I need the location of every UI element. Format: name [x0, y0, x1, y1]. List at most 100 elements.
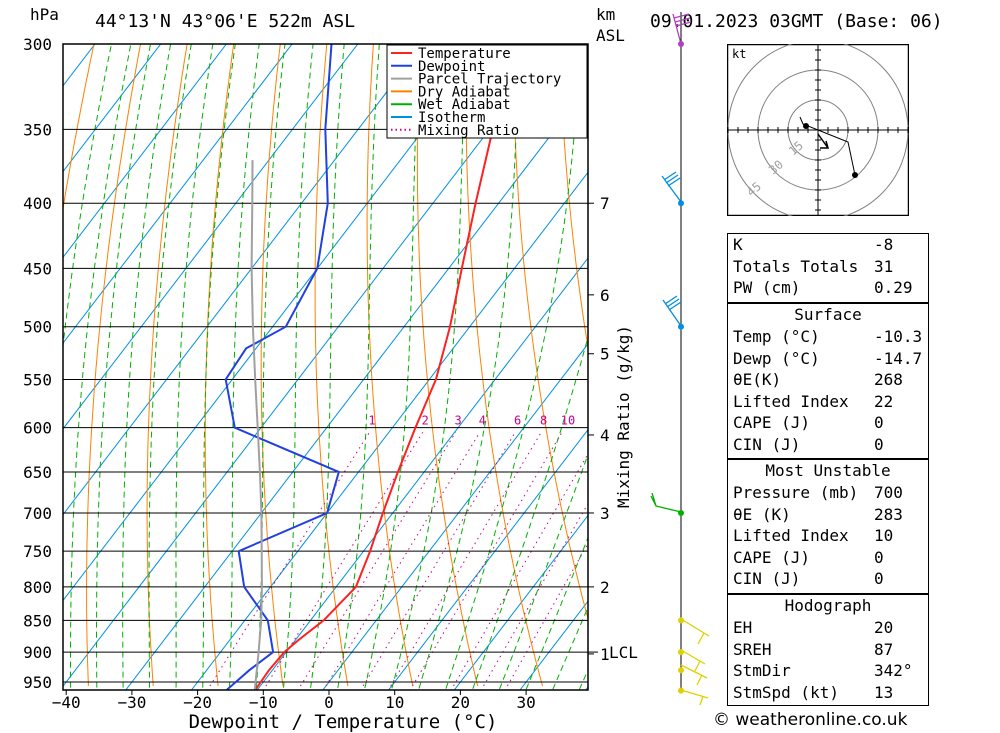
- x-tick-label: 0: [324, 693, 334, 712]
- isotherm-line: [256, 257, 588, 690]
- mixing-ratio-line: [387, 431, 542, 690]
- legend-label: Temperature: [418, 46, 511, 62]
- surface-label: Lifted Index: [733, 391, 849, 411]
- most-unstable-row: Pressure (mb) 700: [728, 482, 928, 504]
- pressure-tick-label: 800: [23, 578, 52, 597]
- wet-adiabat-line: [525, 536, 588, 690]
- wet-adiabat-line: [498, 453, 588, 690]
- mixing-ratio-line: [262, 431, 424, 690]
- x-tick-label: −30: [117, 693, 146, 712]
- mixing-ratio-line: [206, 431, 370, 690]
- series-temperature: [253, 44, 533, 690]
- hodograph-trace: [799, 116, 856, 176]
- wet-adiabat-line: [390, 44, 467, 690]
- wind-level-dot: [678, 649, 684, 656]
- pressure-tick-label: 700: [23, 504, 52, 523]
- pressure-tick-label: 950: [23, 673, 52, 692]
- legend-label: Parcel Trajectory: [418, 72, 561, 88]
- mixing-ratio-label: 10: [561, 414, 575, 428]
- isotherm-line: [388, 428, 588, 690]
- wind-barb: [662, 295, 682, 327]
- wet-adiabat-line: [363, 44, 420, 690]
- hodograph-index-value: 342°: [874, 661, 913, 681]
- wind-barb: [661, 171, 682, 203]
- hodograph-index-label: StmDir: [733, 661, 791, 681]
- isotherm-line: [63, 44, 227, 259]
- hodograph-index-row: EH 20: [728, 617, 928, 639]
- wind-level-dot: [678, 687, 684, 694]
- isotherm-line: [63, 44, 359, 430]
- surface-row: CIN (J) 0: [728, 434, 928, 456]
- wet-adiabat-line: [63, 44, 113, 351]
- index-value: -8: [874, 235, 894, 254]
- x-tick-label: 10: [385, 693, 404, 712]
- x-axis-title: Dewpoint / Temperature (°C): [189, 711, 498, 733]
- hodograph-title: Hodograph: [784, 596, 872, 615]
- hodograph-index-row: StmSpd (kt) 13: [728, 682, 928, 704]
- pressure-tick-label: 850: [23, 611, 52, 630]
- indices-block-general: K -8 Totals Totals 31 PW (cm) 0.29: [727, 233, 929, 303]
- dry-adiabat-line: [932, 44, 1000, 686]
- wind-barb: [680, 618, 710, 645]
- hodograph-index-value: 87: [874, 639, 894, 659]
- isotherm-line: [322, 343, 588, 690]
- series-parcel-trajectory: [250, 160, 263, 690]
- wet-adiabat-line: [282, 44, 314, 690]
- mixing-ratio-label: 6: [514, 414, 521, 428]
- surface-value: 0: [874, 413, 884, 433]
- surface-row: Dewp (°C) -14.7: [728, 348, 928, 370]
- run-datetime: 09.01.2023 03GMT (Base: 06): [650, 11, 943, 32]
- wet-adiabat-line: [551, 606, 588, 690]
- most-unstable-value: 700: [874, 483, 903, 502]
- dry-adiabat-line: [146, 44, 188, 687]
- km-tick-label: 5: [600, 345, 610, 364]
- mixing-ratio-label: 2: [422, 414, 429, 428]
- index-label: K: [733, 235, 743, 254]
- legend-label: Isotherm: [418, 110, 485, 126]
- asl-axis-title: ASL: [596, 26, 625, 45]
- credit-text: © weatheronline.co.uk: [713, 710, 908, 730]
- mixing-ratio-label: 4: [479, 414, 486, 428]
- wet-adiabat-line: [336, 44, 380, 690]
- legend-label: Mixing Ratio: [418, 123, 519, 139]
- pressure-tick-label: 400: [23, 194, 52, 213]
- indices-block-most-unstable: Most Unstable Pressure (mb) 700 θE (K) 283 L…: [727, 459, 929, 594]
- isotherm-line: [453, 514, 588, 690]
- wet-adiabat-line: [122, 44, 172, 690]
- mixing-ratio-axis-title: Mixing Ratio (g/kg): [614, 325, 633, 508]
- mixing-ratio-label: 3: [454, 414, 461, 428]
- hodograph-index-label: SREH: [733, 639, 772, 659]
- surface-label: θE(K): [733, 370, 782, 390]
- wind-level-dot: [678, 323, 684, 330]
- mixing-ratio-line: [360, 431, 516, 690]
- dry-adiabat-line: [512, 44, 588, 621]
- wind-level-dot: [678, 41, 684, 47]
- dry-adiabat-line: [86, 44, 142, 687]
- km-tick-label: 7: [600, 194, 610, 213]
- most-unstable-label: CAPE (J): [733, 547, 811, 567]
- index-label: Totals Totals: [733, 256, 859, 276]
- wet-adiabat-line: [175, 44, 214, 690]
- dry-adiabat-line: [204, 44, 235, 687]
- x-tick-label: −40: [52, 693, 81, 712]
- dry-adiabat-line: [260, 44, 284, 687]
- pressure-tick-label: 350: [23, 120, 52, 139]
- isotherm-line: [63, 44, 162, 173]
- dry-adiabat-line: [465, 44, 543, 687]
- surface-label: CAPE (J): [733, 413, 811, 433]
- wind-level-dot: [678, 667, 684, 674]
- index-row: Totals Totals 31: [728, 256, 928, 278]
- wind-level-dot: [678, 509, 684, 516]
- indices-block-surface: Surface Temp (°C) -10.3 Dewp (°C) -14.7 θE(K…: [727, 303, 929, 459]
- index-value: 0.29: [874, 278, 913, 298]
- x-tick-label: −10: [249, 693, 278, 712]
- storm-motion-arrow: [817, 133, 829, 149]
- pressure-tick-label: 900: [23, 643, 52, 662]
- surface-row: CAPE (J) 0: [728, 412, 928, 434]
- wet-adiabat-line: [255, 44, 286, 690]
- wet-adiabat-line: [417, 44, 520, 690]
- dry-adiabat-line: [416, 44, 479, 687]
- hodograph-index-value: 20: [874, 618, 894, 637]
